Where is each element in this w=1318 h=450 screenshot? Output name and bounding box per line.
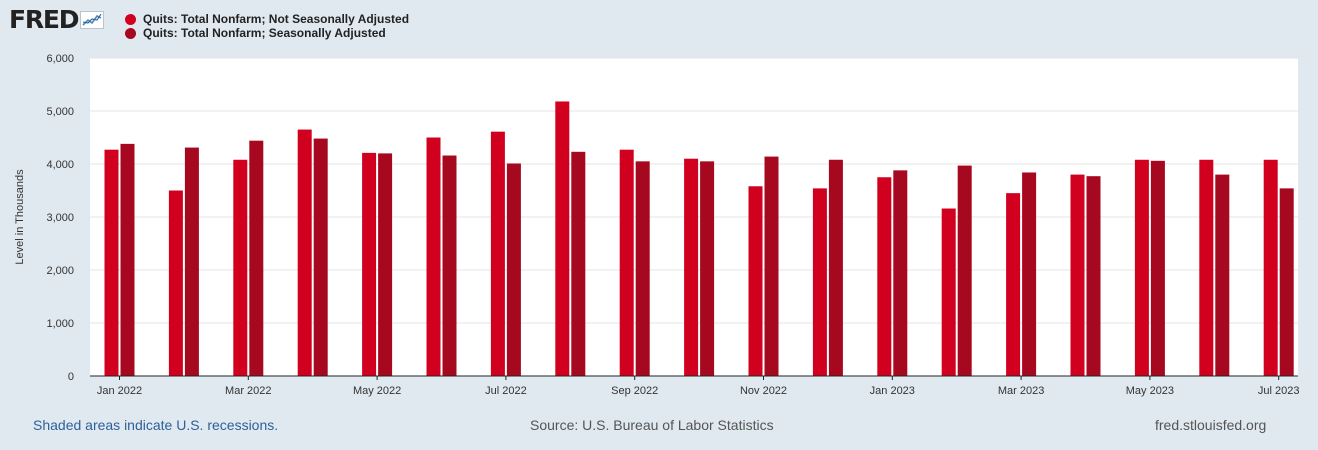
y-tick-label: 1,000	[46, 318, 74, 330]
x-tick-label: Sep 2022	[611, 385, 658, 397]
bar-seasonally-adjusted[interactable]	[313, 138, 328, 376]
legend-dot-sa	[125, 27, 136, 39]
bar-chart: 0 1,000 2,000 3,000 4,000 5,000 6,000 Jan 2022…	[14, 53, 1300, 397]
x-tick-label: May 2022	[353, 385, 401, 397]
bar-seasonally-adjusted[interactable]	[1150, 160, 1165, 376]
x-tick-labels: Jan 2022 Mar 2022 May 2022 Jul 2022 Sep 2022…	[97, 376, 1300, 397]
x-tick-label: Mar 2023	[998, 385, 1044, 397]
bar-not-seasonally-adjusted[interactable]	[748, 186, 763, 376]
x-tick-label: Mar 2022	[225, 385, 271, 397]
bar-seasonally-adjusted[interactable]	[249, 140, 264, 376]
bar-not-seasonally-adjusted[interactable]	[104, 149, 119, 376]
bar-not-seasonally-adjusted[interactable]	[619, 149, 634, 376]
x-tick-label: Jul 2022	[485, 385, 527, 397]
x-tick-label: Jul 2023	[1258, 385, 1300, 397]
bar-seasonally-adjusted[interactable]	[1279, 188, 1294, 376]
fred-logo[interactable]: FRED	[9, 5, 105, 34]
bar-seasonally-adjusted[interactable]	[1215, 174, 1230, 376]
y-tick-label: 0	[68, 371, 74, 383]
bar-not-seasonally-adjusted[interactable]	[1006, 193, 1021, 376]
source-note: Source: U.S. Bureau of Labor Statistics	[530, 417, 774, 433]
bar-not-seasonally-adjusted[interactable]	[555, 101, 570, 377]
bar-seasonally-adjusted[interactable]	[506, 163, 521, 376]
bar-seasonally-adjusted[interactable]	[700, 161, 715, 376]
bar-not-seasonally-adjusted[interactable]	[297, 129, 312, 376]
y-tick-label: 6,000	[46, 53, 74, 65]
bar-not-seasonally-adjusted[interactable]	[941, 208, 956, 376]
bar-not-seasonally-adjusted[interactable]	[426, 137, 441, 377]
bar-seasonally-adjusted[interactable]	[635, 161, 650, 376]
y-tick-label: 3,000	[46, 212, 74, 224]
bar-seasonally-adjusted[interactable]	[1086, 176, 1101, 376]
bar-seasonally-adjusted[interactable]	[571, 151, 586, 376]
legend-item-sa[interactable]: Quits: Total Nonfarm; Seasonally Adjuste…	[125, 26, 409, 40]
bar-seasonally-adjusted[interactable]	[442, 155, 457, 376]
site-link[interactable]: fred.stlouisfed.org	[1155, 417, 1267, 433]
bar-not-seasonally-adjusted[interactable]	[1263, 159, 1278, 376]
y-tick-labels: 0 1,000 2,000 3,000 4,000 5,000 6,000	[46, 53, 74, 383]
y-tick-label: 2,000	[46, 265, 74, 277]
x-tick-label: Jan 2023	[870, 385, 915, 397]
bar-seasonally-adjusted[interactable]	[1022, 172, 1037, 376]
legend-label-nsa: Quits: Total Nonfarm; Not Seasonally Adj…	[143, 12, 410, 26]
bar-not-seasonally-adjusted[interactable]	[490, 131, 505, 376]
x-tick-label: Nov 2022	[740, 385, 787, 397]
bar-seasonally-adjusted[interactable]	[764, 156, 779, 376]
logo-text: FRED	[9, 5, 80, 34]
legend-dot-nsa	[125, 13, 136, 25]
chart-legend: Quits: Total Nonfarm; Not Seasonally Adj…	[125, 12, 409, 40]
y-tick-label: 5,000	[46, 106, 74, 118]
bar-seasonally-adjusted[interactable]	[184, 147, 199, 376]
bar-not-seasonally-adjusted[interactable]	[233, 159, 248, 376]
x-tick-label: May 2023	[1126, 385, 1174, 397]
bar-not-seasonally-adjusted[interactable]	[812, 188, 827, 376]
recession-note: Shaded areas indicate U.S. recessions.	[33, 417, 279, 433]
bar-seasonally-adjusted[interactable]	[893, 170, 908, 376]
y-tick-label: 4,000	[46, 159, 74, 171]
bar-not-seasonally-adjusted[interactable]	[362, 152, 377, 376]
x-tick-label: Jan 2022	[97, 385, 142, 397]
bar-seasonally-adjusted[interactable]	[378, 153, 393, 376]
legend-item-nsa[interactable]: Quits: Total Nonfarm; Not Seasonally Adj…	[125, 12, 409, 26]
bar-not-seasonally-adjusted[interactable]	[1134, 159, 1149, 376]
line-chart-icon	[80, 11, 105, 29]
bar-seasonally-adjusted[interactable]	[120, 143, 135, 376]
bar-not-seasonally-adjusted[interactable]	[1199, 159, 1214, 376]
bar-not-seasonally-adjusted[interactable]	[1070, 174, 1085, 376]
bar-not-seasonally-adjusted[interactable]	[684, 158, 699, 376]
bar-seasonally-adjusted[interactable]	[957, 165, 972, 376]
bar-seasonally-adjusted[interactable]	[828, 159, 843, 376]
bars	[104, 101, 1294, 377]
legend-label-sa: Quits: Total Nonfarm; Seasonally Adjuste…	[143, 26, 386, 40]
bar-not-seasonally-adjusted[interactable]	[877, 177, 892, 376]
y-axis-label: Level in Thousands	[14, 169, 26, 265]
bar-not-seasonally-adjusted[interactable]	[168, 190, 183, 377]
